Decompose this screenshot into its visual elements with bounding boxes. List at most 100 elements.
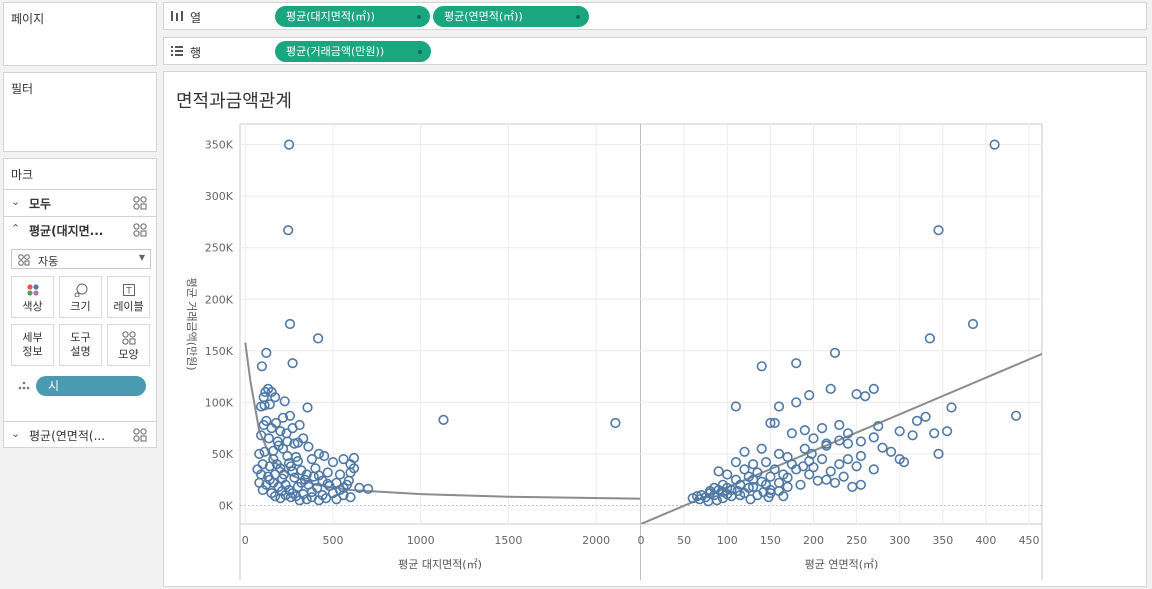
row-pill-price[interactable]: 평균(거래금액(만원))	[275, 41, 431, 62]
pages-card[interactable]: 페이지	[3, 2, 157, 66]
data-point	[747, 459, 759, 470]
y-tick-label: 300K	[205, 190, 234, 203]
data-point	[834, 419, 845, 431]
data-point	[730, 474, 742, 485]
scatter-chart[interactable]: 0K 50K 100K 150K 200K 250K 300K 350K 평균 거래금액(만원)…	[164, 72, 1146, 586]
pill-dot	[418, 50, 422, 54]
marks-card1-row[interactable]: ⌃ 평균(대지면...	[4, 216, 156, 242]
data-point	[261, 347, 272, 359]
shapes-icon	[133, 223, 147, 237]
data-point	[291, 491, 302, 502]
size-icon	[74, 283, 87, 297]
y-tick-label: 150K	[205, 345, 234, 358]
data-point	[782, 472, 793, 483]
rows-icon	[171, 46, 183, 56]
data-point	[308, 471, 319, 482]
y-tick-label: 200K	[205, 293, 234, 306]
data-point	[345, 492, 356, 503]
data-point	[797, 461, 809, 472]
data-point	[873, 421, 884, 432]
data-point	[322, 467, 333, 478]
data-point	[752, 467, 763, 478]
chevron-up-icon[interactable]: ⌃	[11, 222, 21, 235]
y-axis-title: 평균 거래금액(만원)	[185, 277, 198, 370]
data-point	[257, 459, 268, 470]
data-point	[855, 479, 867, 490]
pane-group	[244, 139, 640, 506]
data-point	[739, 446, 750, 457]
chevron-down-icon[interactable]: ⌄	[11, 427, 21, 440]
rows-shelf[interactable]: 행 평균(거래금액(만원))	[163, 37, 1147, 65]
data-point	[363, 483, 374, 495]
x-tick-label: 350	[932, 534, 953, 547]
data-point	[804, 390, 815, 401]
mark-type-dropdown[interactable]: 자동 ▼	[11, 249, 151, 269]
data-point	[1010, 410, 1022, 421]
data-point	[268, 445, 279, 456]
data-point	[313, 470, 324, 481]
data-point	[264, 474, 275, 485]
data-point	[722, 469, 733, 480]
y-tick-label: 350K	[205, 139, 234, 152]
data-point	[691, 491, 703, 502]
data-point	[272, 436, 283, 447]
columns-shelf[interactable]: 열 평균(대지면적(㎡)) 평균(연면적(㎡))	[163, 2, 1147, 30]
svg-text:T: T	[125, 287, 132, 297]
data-point	[989, 139, 1000, 150]
data-point	[924, 333, 936, 344]
column-pill-floor-area[interactable]: 평균(연면적(㎡))	[433, 6, 589, 27]
pane-group	[641, 139, 1042, 524]
data-point	[338, 454, 349, 465]
data-point	[438, 414, 449, 426]
data-point	[302, 402, 313, 413]
x-tick-label: 200	[803, 534, 824, 547]
filters-card[interactable]: 필터	[3, 72, 157, 152]
pill-dot	[417, 15, 421, 19]
tooltip-button[interactable]: 도구 설명	[59, 324, 102, 366]
label-button[interactable]: T 레이블	[107, 276, 150, 318]
data-point	[898, 457, 910, 468]
data-point	[847, 481, 858, 493]
data-point	[284, 410, 296, 421]
color-button[interactable]: 색상	[11, 276, 54, 318]
data-point	[821, 474, 832, 485]
column-pill-land-area[interactable]: 평균(대지면적(㎡))	[275, 6, 430, 27]
data-point	[765, 417, 776, 429]
detail-button[interactable]: 세부 정보	[11, 324, 54, 366]
data-point	[773, 477, 785, 488]
marks-all-row[interactable]: ⌄ 모두	[4, 189, 156, 215]
size-button[interactable]: 크기	[59, 276, 102, 318]
data-point	[291, 451, 302, 463]
x-tick-label: 50	[677, 534, 691, 547]
data-point	[758, 486, 769, 498]
data-point	[816, 454, 828, 465]
data-point	[816, 423, 828, 434]
data-point	[760, 457, 772, 468]
chevron-down-icon[interactable]: ⌄	[11, 195, 21, 208]
marks-card: 마크 ⌄ 모두 ⌃ 평균(대지면... 자동 ▼ 색상	[3, 158, 157, 448]
mark-type-value: 자동	[38, 255, 59, 268]
data-point	[782, 481, 793, 493]
data-point	[773, 485, 785, 497]
detail-pill[interactable]: 시	[36, 376, 146, 396]
data-point	[799, 425, 810, 436]
data-point	[301, 494, 312, 505]
data-point	[851, 461, 862, 472]
x-tick-label: 450	[1019, 534, 1040, 547]
data-point	[765, 471, 776, 482]
data-point	[763, 492, 774, 503]
size-label: 크기	[70, 300, 91, 313]
data-point	[269, 491, 281, 502]
data-point	[283, 225, 294, 236]
data-point	[287, 358, 298, 369]
data-point	[933, 448, 944, 460]
data-point	[804, 469, 815, 480]
data-point	[756, 361, 767, 372]
data-point	[273, 440, 284, 451]
data-point	[877, 442, 888, 453]
data-point	[348, 463, 360, 474]
data-point	[694, 494, 705, 505]
data-point	[730, 457, 742, 468]
shape-button[interactable]: 모양	[107, 324, 150, 366]
marks-card2-row[interactable]: ⌄ 평균(연면적(...	[4, 421, 156, 447]
